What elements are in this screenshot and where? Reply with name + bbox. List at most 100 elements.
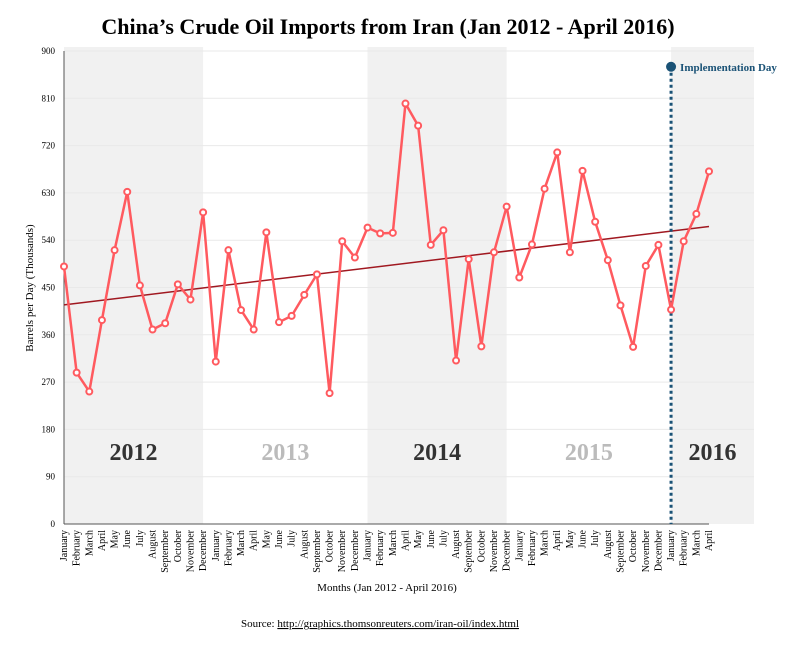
implementation-day-annotation: Implementation Day [666,61,777,524]
x-tick-label: September [464,529,475,572]
y-tick-label: 180 [42,424,56,434]
x-tick-label: October [325,529,336,562]
data-point [553,148,562,157]
x-tick-label: March [236,530,247,556]
x-tick-label: March [84,530,95,556]
x-tick-label: June [122,529,133,548]
x-tick-label: May [110,530,121,548]
source-link[interactable]: http://graphics.thomsonreuters.com/iran-… [277,618,519,630]
x-tick-label: November [489,529,500,572]
data-points [60,99,713,398]
data-point [72,368,81,377]
x-tick-label: April [704,530,715,551]
data-point [705,167,713,176]
data-point [540,184,549,193]
chart-title: China’s Crude Oil Imports from Iran (Jan… [101,14,674,39]
x-tick-label: January [211,530,222,561]
x-tick-label: December [350,529,361,571]
x-tick-label: January [59,530,70,561]
x-tick-label: November [185,529,196,572]
x-tick-label: June [274,529,285,548]
implementation-day-label: Implementation Day [680,62,777,74]
data-point [527,240,536,249]
data-point [135,281,144,290]
data-point [211,357,220,366]
x-tick-label: November [641,529,652,572]
year-label: 2015 [565,440,613,466]
x-tick-label: April [400,530,411,551]
x-tick-label: August [299,530,310,559]
y-tick-label: 900 [42,46,56,56]
data-point [338,237,347,246]
x-tick-label: September [312,529,323,572]
data-point [414,121,423,130]
x-tick-label: March [691,530,702,556]
x-tick-label: October [476,529,487,562]
x-tick-label: February [72,530,83,566]
x-tick-label: August [148,530,159,559]
y-axis-label: Barrels per Day (Thousands) [24,224,36,352]
source-prefix: Source: [241,618,277,630]
year-band-2016 [671,47,754,524]
x-tick-label: January [666,530,677,561]
data-point [325,389,334,398]
x-tick-label: September [615,529,626,572]
year-bands [64,47,754,524]
implementation-day-marker [666,61,677,72]
series-line [62,102,711,395]
data-point [591,217,600,226]
x-tick-label: February [375,530,386,566]
x-tick-label: August [451,530,462,559]
data-point [578,166,587,175]
x-tick-label: July [590,530,601,547]
data-point [502,202,511,211]
year-label: 2014 [413,440,461,466]
data-point [439,226,448,235]
x-tick-label: September [160,529,171,572]
x-tick-label: June [426,529,437,548]
data-point [199,208,208,217]
year-label: 2012 [110,440,158,466]
x-tick-label: July [135,530,146,547]
data-point [426,240,435,249]
x-tick-label: May [565,530,576,548]
x-tick-label: March [388,530,399,556]
x-tick-label: January [363,530,374,561]
x-tick-label: April [249,530,260,551]
x-tick-label: March [540,530,551,556]
x-tick-label: August [603,530,614,559]
data-point [237,306,246,315]
data-point [97,316,106,325]
data-point [401,99,410,108]
year-label: 2016 [689,440,737,466]
data-point [60,262,68,271]
data-point [85,387,94,396]
y-tick-label: 540 [42,235,56,245]
x-tick-label: October [173,529,184,562]
y-tick-labels: 0 90 180 270 360 450 540 630 720 810 900 [42,46,56,529]
x-tick-label: February [223,530,234,566]
y-tick-label: 270 [42,377,56,387]
x-tick-label: December [502,529,513,571]
data-point [603,256,612,265]
year-labels: 2012 2013 2014 2015 2016 [110,440,737,466]
year-band-2014 [367,47,507,524]
x-tick-label: February [679,530,690,566]
x-tick-label: November [337,529,348,572]
y-tick-label: 90 [46,472,56,482]
data-point [629,342,638,351]
data-point [173,280,182,289]
x-tick-label: May [413,530,424,548]
data-point [186,295,195,304]
data-point [275,318,283,327]
x-tick-label: April [552,530,563,551]
data-point [452,356,461,365]
data-point [350,253,359,262]
x-tick-label: July [438,530,449,547]
x-tick-label: January [514,530,525,561]
data-point [224,246,233,255]
y-tick-label: 0 [51,519,56,529]
source-note: Source: http://graphics.thomsonreuters.c… [241,618,519,630]
data-point [161,319,170,328]
data-point [654,240,663,249]
